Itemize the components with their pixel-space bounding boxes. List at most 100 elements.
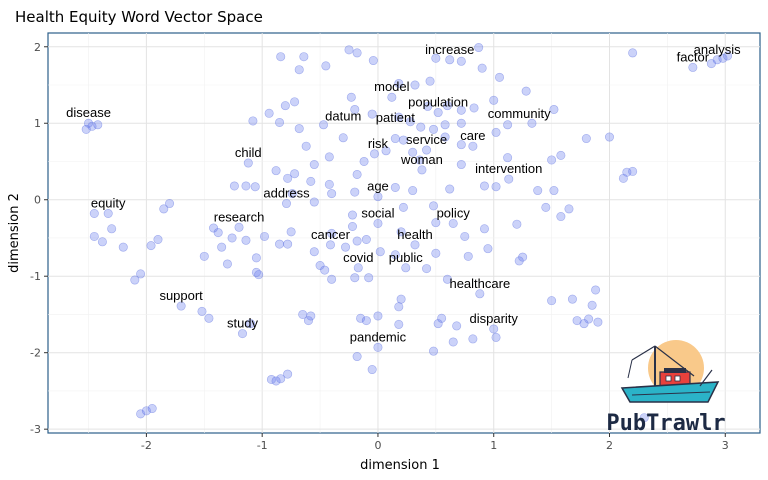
data-point [396, 227, 406, 237]
data-point [584, 314, 594, 324]
data-point [89, 231, 99, 241]
word-label: disparity [470, 311, 519, 326]
axis-ticks: -2 -1 0 1 2 3 -3 -2 -1 0 1 2 [30, 41, 729, 452]
word-label: social [361, 205, 394, 220]
data-point [356, 313, 366, 323]
data-point [448, 218, 458, 228]
data-point [352, 169, 362, 179]
data-point [309, 197, 319, 207]
data-point [373, 342, 383, 352]
data-point [165, 199, 175, 209]
x-tick-label: 0 [374, 439, 381, 452]
data-point [275, 239, 285, 249]
data-point [527, 118, 537, 128]
data-point [241, 181, 251, 191]
data-point [456, 105, 466, 115]
data-point [556, 212, 566, 222]
data-point [287, 189, 297, 199]
data-point [504, 174, 514, 184]
data-point [440, 132, 450, 142]
pubtrawlr-logo: PubTrawlr [606, 340, 726, 436]
word-label: analysis [694, 42, 741, 57]
word-label: policy [437, 205, 471, 220]
data-point [547, 296, 557, 306]
word-label: care [460, 128, 485, 143]
data-point [628, 48, 638, 58]
data-point [303, 316, 313, 326]
data-point [234, 222, 244, 232]
data-point [549, 104, 559, 114]
boat-icon [620, 345, 720, 403]
data-point [338, 133, 348, 143]
data-point [572, 316, 582, 326]
data-point [456, 140, 466, 150]
data-point [309, 247, 319, 257]
data-point [159, 204, 169, 214]
data-point [286, 227, 296, 237]
data-point [222, 259, 232, 269]
data-point [521, 86, 531, 96]
data-point [281, 199, 291, 209]
data-point [410, 240, 420, 250]
data-point [440, 120, 450, 130]
data-point [483, 244, 493, 254]
data-point [275, 117, 285, 127]
data-point [136, 269, 146, 279]
y-tick-label: 2 [34, 41, 41, 54]
word-label: study [227, 316, 259, 331]
data-point [503, 153, 513, 163]
y-tick-label: 0 [34, 194, 41, 207]
data-point [369, 149, 379, 159]
x-tick-label: -1 [257, 439, 268, 452]
data-point [324, 152, 334, 162]
data-point [359, 156, 369, 166]
data-point [320, 265, 330, 275]
data-point [361, 235, 371, 245]
data-point [248, 116, 258, 126]
data-point [153, 235, 163, 245]
word-label: healthcare [449, 276, 510, 291]
data-point [327, 228, 337, 238]
data-point [479, 224, 489, 234]
data-point [474, 43, 484, 53]
data-point [352, 48, 362, 58]
data-point [283, 173, 293, 183]
data-point [276, 52, 286, 62]
data-point [299, 52, 309, 62]
data-point [350, 104, 360, 114]
data-point [93, 120, 103, 130]
data-point [209, 223, 219, 233]
data-point [706, 59, 716, 69]
data-point [271, 376, 281, 386]
data-point [425, 76, 435, 86]
data-point [344, 45, 354, 55]
data-point [431, 218, 441, 228]
data-point [469, 103, 479, 113]
data-point [410, 80, 420, 90]
data-point [350, 187, 360, 197]
data-point [306, 176, 316, 186]
data-point [251, 253, 261, 263]
data-point [81, 124, 91, 134]
data-point [283, 369, 293, 379]
data-point [87, 121, 97, 131]
data-point [390, 182, 400, 192]
data-point [477, 63, 487, 73]
word-label: child [235, 145, 262, 160]
data-point [301, 141, 311, 151]
data-point [423, 101, 433, 111]
data-point [319, 120, 329, 130]
word-label: datum [325, 108, 361, 123]
data-point [567, 294, 577, 304]
data-point [591, 285, 601, 295]
data-point [283, 239, 293, 249]
data-point [639, 413, 649, 423]
data-point [401, 263, 411, 273]
word-label: age [367, 179, 389, 194]
data-point [437, 313, 447, 323]
data-point [408, 186, 418, 196]
word-label: public [389, 250, 423, 265]
data-point [489, 324, 499, 334]
data-point [431, 248, 441, 258]
